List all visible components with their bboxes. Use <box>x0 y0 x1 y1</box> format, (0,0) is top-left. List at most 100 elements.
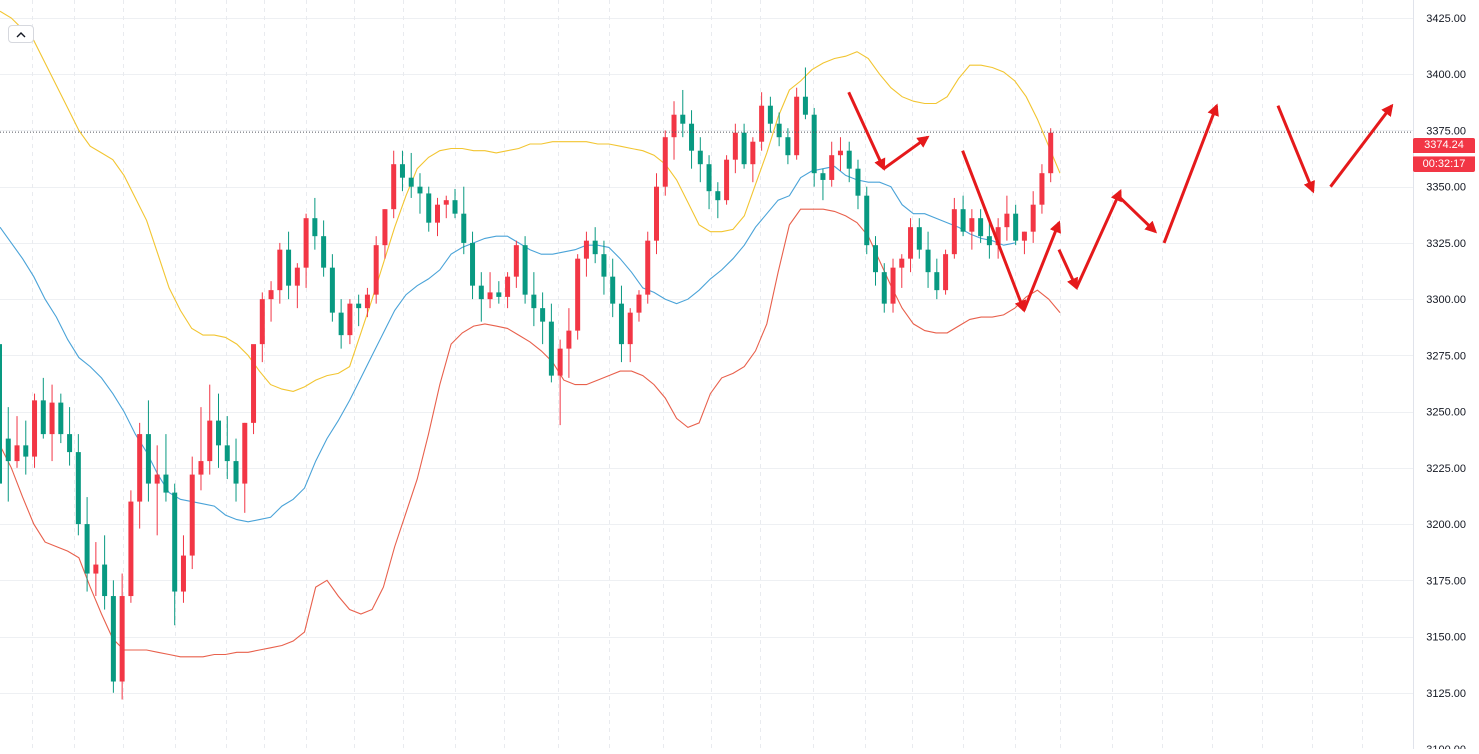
candle <box>1004 195 1010 241</box>
candle-body <box>224 445 230 462</box>
candle-body <box>242 422 248 484</box>
candle-body <box>461 213 467 243</box>
candle <box>986 222 992 259</box>
candle <box>645 231 651 304</box>
candle-body <box>811 114 817 174</box>
candle <box>277 242 283 304</box>
candle <box>811 107 817 187</box>
candle <box>610 258 616 318</box>
candle <box>960 195 966 237</box>
candle <box>67 407 73 466</box>
upper-band-line <box>0 10 1061 392</box>
candle <box>873 236 878 286</box>
candle-body <box>487 292 493 300</box>
candle <box>531 272 537 327</box>
candle-body <box>470 242 476 286</box>
candle-body <box>5 438 11 462</box>
candle-body <box>610 276 616 304</box>
candle-body <box>356 303 362 309</box>
candle-body <box>49 402 55 435</box>
candle <box>706 155 712 210</box>
candle <box>259 292 265 363</box>
candle <box>233 438 239 502</box>
candle <box>724 155 730 205</box>
price-tick-label: 3250.00 <box>1426 407 1466 419</box>
candle-body <box>102 564 108 597</box>
candle-body <box>592 240 598 255</box>
candle <box>382 209 388 259</box>
candle <box>662 130 668 196</box>
candle-body <box>329 267 335 313</box>
candle <box>995 218 1001 259</box>
candle <box>189 456 195 570</box>
candle-body <box>312 218 318 237</box>
candle <box>829 141 835 187</box>
candle-body <box>1039 173 1045 205</box>
candle-body <box>697 150 703 165</box>
candle <box>505 272 511 309</box>
candle-body <box>724 159 730 201</box>
candle-body <box>794 96 800 156</box>
price-axis[interactable]: 3425.00 3400.00 3375.00 3350.00 3325.00 3300.… <box>1426 13 1466 754</box>
trend-arrow <box>1022 220 1061 311</box>
candle <box>881 263 887 313</box>
candle-body <box>908 227 914 259</box>
candle <box>540 292 546 345</box>
candle <box>128 490 134 603</box>
candle-body <box>75 452 81 525</box>
candle-body <box>995 227 1001 246</box>
candle-body <box>198 461 204 475</box>
candle <box>846 141 852 183</box>
candle-body <box>435 204 440 223</box>
candle <box>408 152 414 198</box>
candle <box>1013 204 1019 246</box>
candle <box>855 159 861 210</box>
candle <box>75 434 81 536</box>
candle-body <box>969 218 975 232</box>
candle <box>14 416 20 468</box>
price-tick-label: 3125.00 <box>1426 688 1466 700</box>
candle <box>329 254 335 322</box>
candle <box>399 150 405 192</box>
candle <box>566 308 572 378</box>
candle-body <box>1021 231 1027 241</box>
candle-body <box>67 434 73 453</box>
candle-body <box>916 227 922 250</box>
candle <box>978 209 984 243</box>
candle <box>312 197 318 250</box>
candle-body <box>802 96 808 115</box>
candle <box>0 344 2 484</box>
price-tick-label: 3350.00 <box>1426 182 1466 194</box>
candle <box>575 254 581 340</box>
price-tick-label: 3400.00 <box>1426 69 1466 81</box>
candle-body <box>119 596 125 682</box>
candle <box>864 186 870 255</box>
candle <box>1039 164 1045 214</box>
candle-body <box>689 123 695 151</box>
candle-body <box>680 114 686 124</box>
candle <box>1048 128 1054 183</box>
candle <box>802 67 808 120</box>
collapse-button[interactable] <box>8 25 34 43</box>
candle <box>671 101 677 160</box>
candle-body <box>864 195 870 246</box>
candle <box>303 213 309 288</box>
candle <box>435 197 440 237</box>
candle-body <box>899 258 905 268</box>
candle <box>137 422 143 529</box>
candle <box>338 299 344 349</box>
candle <box>557 339 563 426</box>
candle-body <box>943 254 949 291</box>
trend-arrow <box>1162 103 1219 244</box>
candle-body <box>1030 204 1036 232</box>
candle <box>49 384 55 462</box>
candle-body <box>855 168 861 196</box>
candle-body <box>645 240 651 295</box>
candle-body <box>163 474 169 493</box>
candle <box>294 263 300 309</box>
candle <box>443 195 449 219</box>
candle-body <box>767 105 773 124</box>
candle-body <box>58 402 64 435</box>
